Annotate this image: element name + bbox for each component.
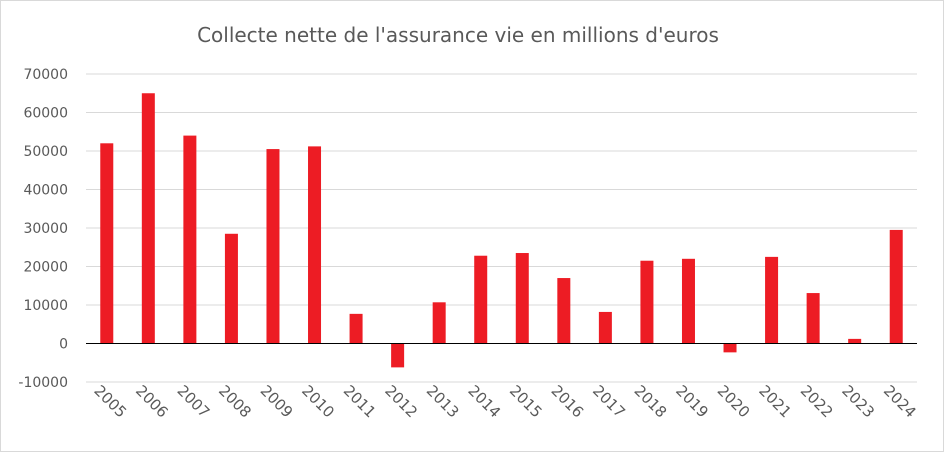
bar-2011 <box>349 313 363 344</box>
x-tick-label: 2007 <box>174 382 214 422</box>
x-tick-label: 2009 <box>257 382 297 422</box>
x-tick-label: 2013 <box>423 382 463 422</box>
x-tick-label: 2014 <box>464 382 504 422</box>
bar-2022 <box>806 293 820 344</box>
x-tick-label: 2018 <box>631 382 671 422</box>
bar-2024 <box>889 229 903 344</box>
bar-2010 <box>308 146 322 344</box>
bars <box>100 93 903 368</box>
bar-2014 <box>474 255 488 344</box>
y-tick-label: 0 <box>59 337 68 353</box>
x-tick-label: 2006 <box>132 382 172 422</box>
y-axis-ticks: -10000 0 10000 20000 30000 40000 50000 60000 700… <box>18 67 68 391</box>
bar-2012 <box>391 343 405 368</box>
x-tick-label: 2023 <box>838 382 878 422</box>
x-tick-label: 2015 <box>506 382 546 422</box>
y-tick-label: 40000 <box>23 183 68 199</box>
x-tick-label: 2011 <box>340 382 380 422</box>
bar-2020 <box>723 343 737 353</box>
x-tick-label: 2019 <box>672 382 712 422</box>
bar-2006 <box>141 93 155 344</box>
bar-2019 <box>681 258 695 344</box>
x-tick-label: 2017 <box>589 382 629 422</box>
bar-2009 <box>266 149 280 344</box>
x-tick-label: 2016 <box>547 382 587 422</box>
x-tick-label: 2022 <box>797 382 837 422</box>
x-tick-label: 2005 <box>90 382 130 422</box>
chart-title: Collecte nette de l'assurance vie en mil… <box>197 23 719 47</box>
bar-2007 <box>183 135 197 344</box>
y-tick-label: 20000 <box>23 260 68 276</box>
x-tick-label: 2008 <box>215 382 255 422</box>
x-tick-label: 2010 <box>298 382 338 422</box>
bar-2013 <box>432 302 446 344</box>
y-tick-label: 10000 <box>23 298 68 314</box>
gridlines <box>86 73 917 383</box>
bar-2016 <box>557 278 571 344</box>
x-axis-ticks: 2005 2006 2007 2008 2009 2010 2011 2012 2013 2014… <box>90 382 919 422</box>
bar-2008 <box>224 233 238 344</box>
bar-2021 <box>765 256 779 344</box>
x-tick-label: 2020 <box>714 382 754 422</box>
x-tick-label: 2012 <box>381 382 421 422</box>
y-tick-label: 30000 <box>23 221 68 237</box>
y-tick-label: 70000 <box>23 67 68 83</box>
bar-2015 <box>515 253 529 344</box>
x-tick-label: 2021 <box>755 382 795 422</box>
bar-2005 <box>100 143 114 344</box>
bar-2023 <box>848 338 862 344</box>
y-tick-label: -10000 <box>18 375 68 391</box>
y-tick-label: 50000 <box>23 144 68 160</box>
bar-2018 <box>640 260 654 344</box>
x-tick-label: 2024 <box>880 382 920 422</box>
y-tick-label: 60000 <box>23 106 68 122</box>
bar-2017 <box>598 311 612 344</box>
